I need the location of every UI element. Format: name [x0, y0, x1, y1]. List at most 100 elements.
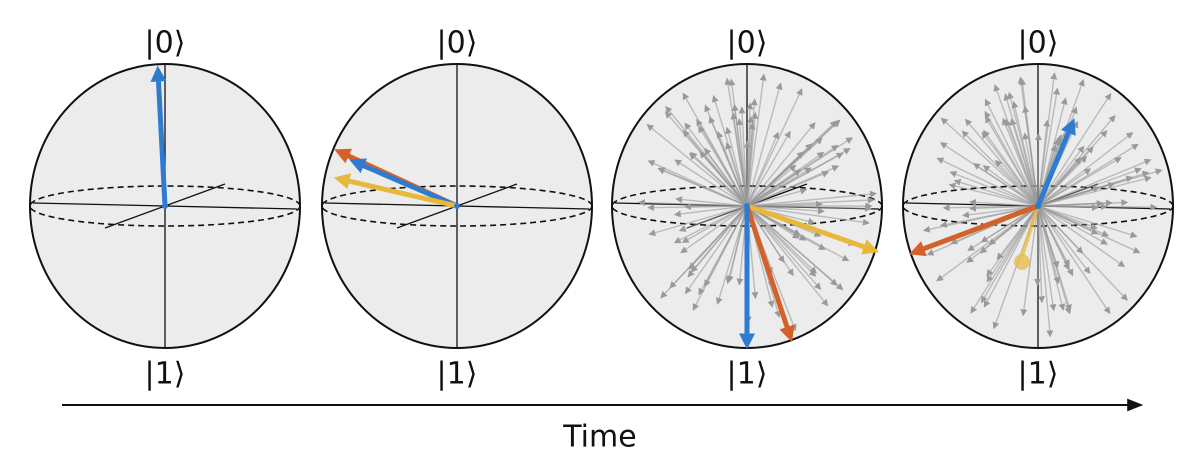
sample-arrow	[1011, 100, 1039, 207]
sample-arrow	[1037, 205, 1099, 235]
sample-arrow	[674, 159, 748, 207]
sample-arrow	[940, 117, 1039, 207]
sample-arrow	[984, 98, 1039, 207]
sample-arrow	[1037, 205, 1057, 312]
sample-arrow	[704, 147, 748, 207]
sample-arrow	[1037, 181, 1116, 207]
sample-arrow	[1037, 205, 1084, 254]
sample-arrow	[936, 205, 1039, 282]
sample-arrow	[746, 205, 829, 307]
short-vector-stem	[1020, 205, 1040, 257]
sample-arrow	[746, 98, 758, 207]
sample-arrow	[746, 205, 822, 290]
origin	[1035, 203, 1041, 209]
sample-arrow	[1037, 119, 1051, 207]
sample-arrow	[1037, 158, 1152, 207]
sample-arrow	[1037, 205, 1054, 338]
sample-arrow	[949, 170, 1039, 207]
sample-arrow	[968, 204, 1039, 212]
sample-arrow	[983, 205, 1039, 308]
state-vector	[150, 65, 168, 207]
sample-arrow	[980, 205, 1039, 304]
top-state-label: |0⟩	[437, 26, 478, 61]
sample-arrow	[746, 196, 875, 207]
sample-arrow	[664, 111, 748, 207]
sample-arrow	[746, 204, 872, 212]
sample-arrow	[647, 204, 748, 212]
sample-arrow	[1037, 157, 1082, 207]
sample-arrow	[687, 205, 748, 278]
sample-arrow	[982, 165, 1039, 207]
bottom-state-label: |1⟩	[145, 357, 186, 392]
sample-arrow	[936, 157, 1039, 207]
sample-arrow	[704, 205, 748, 287]
bloch-sphere: |0⟩ |1⟩	[321, 26, 593, 392]
sample-arrow	[1037, 205, 1070, 271]
sample-arrow	[678, 205, 748, 232]
sample-arrow	[746, 205, 785, 263]
sample-arrow	[1037, 168, 1092, 207]
state-vector	[744, 205, 795, 343]
sample-arrow	[1037, 203, 1158, 211]
sample-arrow	[746, 73, 767, 207]
sample-arrow	[1037, 205, 1046, 304]
sample-arrow	[725, 205, 748, 285]
sample-arrow	[746, 170, 830, 207]
sample-arrow	[681, 205, 748, 243]
sample-arrow	[1037, 205, 1072, 312]
sample-arrow	[1037, 205, 1108, 245]
sample-arrow	[1037, 199, 1113, 207]
sample-arrow	[648, 205, 748, 237]
sample-arrow	[1037, 92, 1112, 207]
sample-arrow	[1037, 205, 1138, 238]
bloch-sphere: |0⟩ |1⟩	[29, 26, 301, 392]
sample-arrow	[716, 130, 748, 207]
equator	[29, 185, 301, 227]
bottom-state-label: |1⟩	[727, 357, 768, 392]
sample-arrow	[962, 205, 1039, 219]
sample-arrow	[1037, 167, 1142, 207]
sample-arrow	[746, 205, 870, 226]
sample-arrow	[746, 130, 791, 207]
state-vector	[909, 203, 1039, 257]
sample-arrow	[746, 122, 816, 207]
sample-arrow	[698, 125, 748, 207]
sample-arrow	[1037, 205, 1091, 274]
sample-arrow	[964, 118, 1039, 207]
sample-arrow	[724, 77, 748, 207]
sample-arrow	[984, 110, 1039, 207]
sample-arrow	[660, 205, 748, 299]
sample-arrow	[968, 198, 1039, 207]
sample-arrow	[1009, 118, 1039, 207]
sample-arrow	[948, 182, 1039, 207]
sample-arrow	[1037, 157, 1122, 207]
sample-arrow	[746, 205, 817, 274]
sample-arrow	[673, 205, 748, 218]
sample-arrow	[1037, 87, 1060, 207]
sample-arrow	[746, 82, 783, 207]
sample-arrow	[953, 179, 1039, 207]
sample-arrow	[1037, 205, 1126, 268]
sample-arrow	[746, 190, 878, 207]
state-vector	[1035, 118, 1076, 207]
short-vector	[1014, 254, 1030, 270]
sample-arrow	[939, 142, 1039, 207]
bottom-state-label: |1⟩	[437, 357, 478, 392]
sample-arrow	[746, 137, 823, 207]
time-label: Time	[562, 420, 636, 455]
bloch-sphere: |0⟩ |1⟩	[902, 26, 1174, 392]
sample-arrow	[746, 205, 844, 291]
equator	[321, 185, 593, 227]
sample-arrow	[746, 187, 808, 207]
top-state-label: |0⟩	[727, 26, 768, 61]
equator	[902, 185, 1174, 227]
sample-arrow	[675, 196, 748, 207]
sample-arrow	[1037, 205, 1111, 315]
origin	[454, 203, 460, 209]
sample-arrow	[715, 205, 748, 305]
sample-arrow	[746, 144, 839, 207]
equator	[611, 185, 883, 227]
bloch-sphere: |0⟩ |1⟩	[611, 26, 883, 392]
sample-arrow	[922, 205, 1039, 233]
